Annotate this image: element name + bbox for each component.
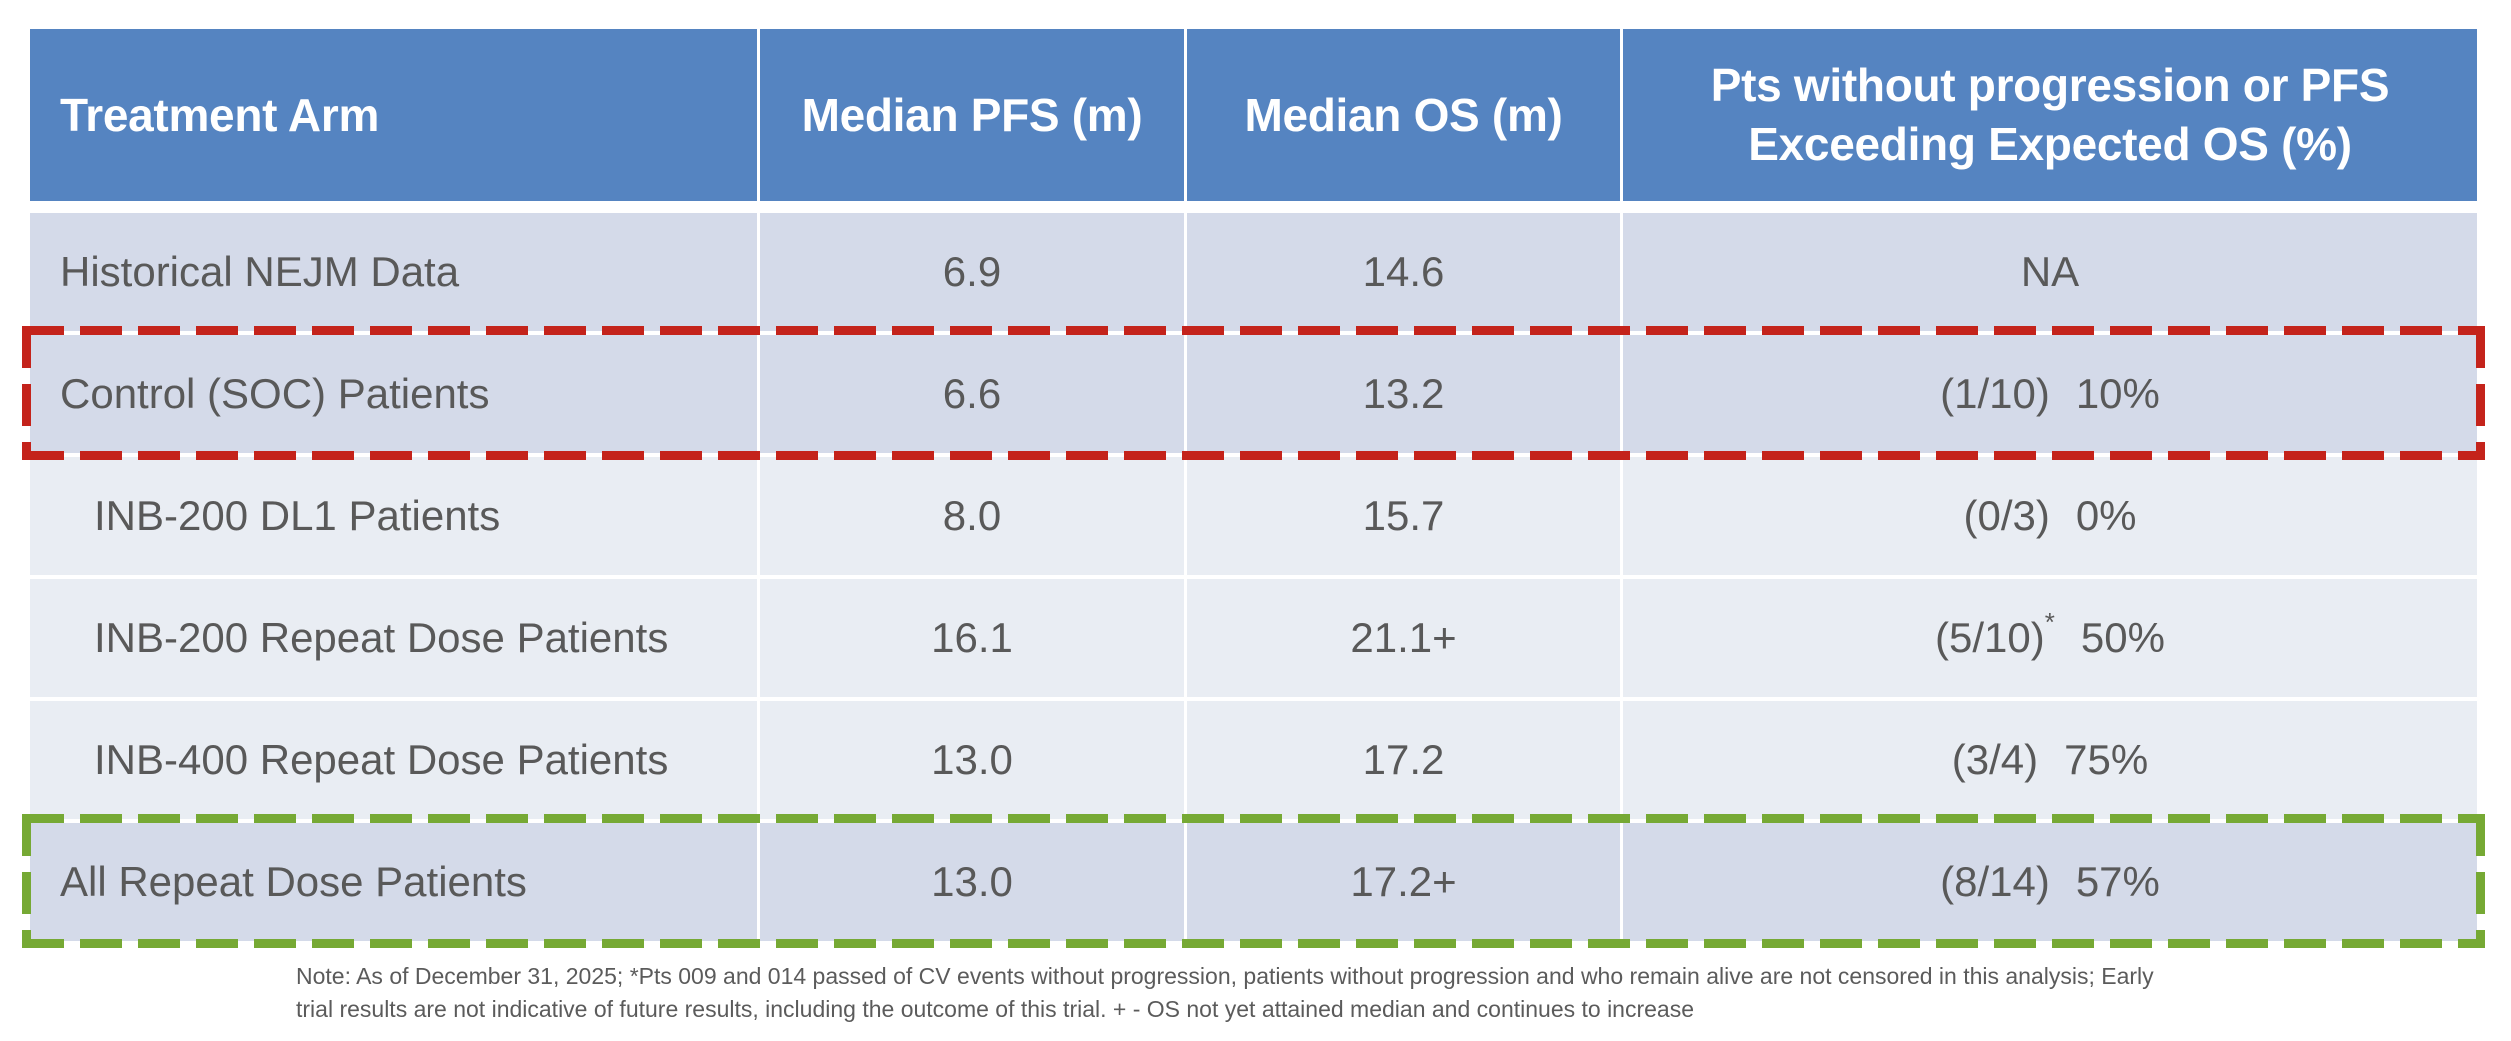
header-treatment-arm: Treatment Arm bbox=[30, 29, 757, 201]
cell-treatment-arm: INB-200 DL1 Patients bbox=[30, 457, 757, 575]
treatment-arm-value: INB-200 DL1 Patients bbox=[94, 492, 501, 539]
table-row-all-repeat: All Repeat Dose Patients 13.0 17.2+ (8/1… bbox=[30, 823, 2477, 941]
cell-median-os: 13.2 bbox=[1187, 335, 1620, 453]
outcome-percent: 57% bbox=[2075, 858, 2160, 905]
treatment-arm-value: All Repeat Dose Patients bbox=[60, 858, 527, 905]
cell-treatment-arm: All Repeat Dose Patients bbox=[30, 823, 757, 941]
footnote-line-2: trial results are not indicative of futu… bbox=[296, 996, 1695, 1022]
table-row-historical-nejm: Historical NEJM Data 6.9 14.6 NA bbox=[30, 213, 2477, 331]
cell-median-os: 17.2 bbox=[1187, 701, 1620, 819]
median-os-value: 17.2+ bbox=[1350, 858, 1457, 905]
median-os-value: 14.6 bbox=[1362, 248, 1445, 295]
cell-median-os: 15.7 bbox=[1187, 457, 1620, 575]
cell-median-pfs: 8.0 bbox=[760, 457, 1184, 575]
header-median-os: Median OS (m) bbox=[1187, 29, 1620, 201]
header-treatment-arm-label: Treatment Arm bbox=[60, 88, 380, 141]
treatment-arm-value: INB-400 Repeat Dose Patients bbox=[94, 736, 669, 783]
outcome-fraction: (5/10) bbox=[1935, 614, 2045, 661]
median-pfs-value: 6.9 bbox=[942, 248, 1002, 295]
median-os-value: 21.1+ bbox=[1350, 614, 1457, 661]
cell-treatment-arm: Control (SOC) Patients bbox=[30, 335, 757, 453]
outcome-fraction: NA bbox=[2020, 248, 2080, 295]
outcome-fraction: (0/3) bbox=[1963, 492, 2050, 539]
header-median-os-label: Median OS (m) bbox=[1244, 88, 1563, 141]
median-pfs-value: 13.0 bbox=[931, 736, 1013, 783]
cell-median-pfs: 13.0 bbox=[760, 823, 1184, 941]
cell-median-pfs: 13.0 bbox=[760, 701, 1184, 819]
cell-outcome: (3/4) 75% bbox=[1623, 701, 2477, 819]
outcome-fraction: (1/10) bbox=[1940, 370, 2050, 417]
header-median-pfs-label: Median PFS (m) bbox=[801, 88, 1143, 141]
header-median-pfs: Median PFS (m) bbox=[760, 29, 1184, 201]
median-os-value: 13.2 bbox=[1362, 370, 1445, 417]
cell-median-os: 14.6 bbox=[1187, 213, 1620, 331]
cell-outcome: (1/10) 10% bbox=[1623, 335, 2477, 453]
header-pts-without-progression-label: Pts without progression or PFS Exceeding… bbox=[1710, 59, 2390, 170]
median-pfs-value: 6.6 bbox=[942, 370, 1002, 417]
cell-treatment-arm: INB-200 Repeat Dose Patients bbox=[30, 579, 757, 697]
table-header-row: Treatment Arm Median PFS (m) Median OS (… bbox=[30, 29, 2477, 201]
cell-outcome: (8/14) 57% bbox=[1623, 823, 2477, 941]
outcome-percent: 0% bbox=[2075, 492, 2137, 539]
median-pfs-value: 8.0 bbox=[942, 492, 1002, 539]
outcome-fraction: (8/14) bbox=[1940, 858, 2050, 905]
cell-median-os: 21.1+ bbox=[1187, 579, 1620, 697]
median-os-value: 15.7 bbox=[1362, 492, 1445, 539]
treatment-arm-value: Historical NEJM Data bbox=[60, 248, 460, 295]
treatment-arm-value: INB-200 Repeat Dose Patients bbox=[94, 614, 669, 661]
median-os-value: 17.2 bbox=[1362, 736, 1445, 783]
cell-treatment-arm: INB-400 Repeat Dose Patients bbox=[30, 701, 757, 819]
table-row-inb200-repeat: INB-200 Repeat Dose Patients 16.1 21.1+ … bbox=[30, 579, 2477, 697]
treatment-arm-value: Control (SOC) Patients bbox=[60, 370, 490, 417]
outcome-percent: 50% bbox=[2080, 614, 2165, 661]
footnote: Note: As of December 31, 2025; *Pts 009 … bbox=[296, 960, 2154, 1026]
cell-median-os: 17.2+ bbox=[1187, 823, 1620, 941]
outcome-fraction: (3/4) bbox=[1951, 736, 2039, 783]
cell-outcome: (0/3) 0% bbox=[1623, 457, 2477, 575]
cell-outcome: (5/10) * 50% bbox=[1623, 579, 2477, 697]
table-row-control-soc: Control (SOC) Patients 6.6 13.2 (1/10) 10… bbox=[30, 335, 2477, 453]
cell-median-pfs: 6.9 bbox=[760, 213, 1184, 331]
median-pfs-value: 13.0 bbox=[931, 858, 1013, 905]
cell-treatment-arm: Historical NEJM Data bbox=[30, 213, 757, 331]
footnote-line-1: Note: As of December 31, 2025; *Pts 009 … bbox=[296, 963, 2154, 989]
header-pts-without-progression: Pts without progression or PFS Exceeding… bbox=[1623, 29, 2477, 201]
table-row-inb400-repeat: INB-400 Repeat Dose Patients 13.0 17.2 (… bbox=[30, 701, 2477, 819]
results-table: Treatment Arm Median PFS (m) Median OS (… bbox=[30, 29, 2477, 945]
cell-outcome: NA bbox=[1623, 213, 2477, 331]
outcome-percent: 75% bbox=[2064, 736, 2149, 783]
outcome-footnote-marker: * bbox=[2044, 606, 2055, 637]
cell-median-pfs: 16.1 bbox=[760, 579, 1184, 697]
cell-median-pfs: 6.6 bbox=[760, 335, 1184, 453]
table-row-inb200-dl1: INB-200 DL1 Patients 8.0 15.7 (0/3) 0% bbox=[30, 457, 2477, 575]
outcome-percent: 10% bbox=[2075, 370, 2160, 417]
median-pfs-value: 16.1 bbox=[931, 614, 1013, 661]
